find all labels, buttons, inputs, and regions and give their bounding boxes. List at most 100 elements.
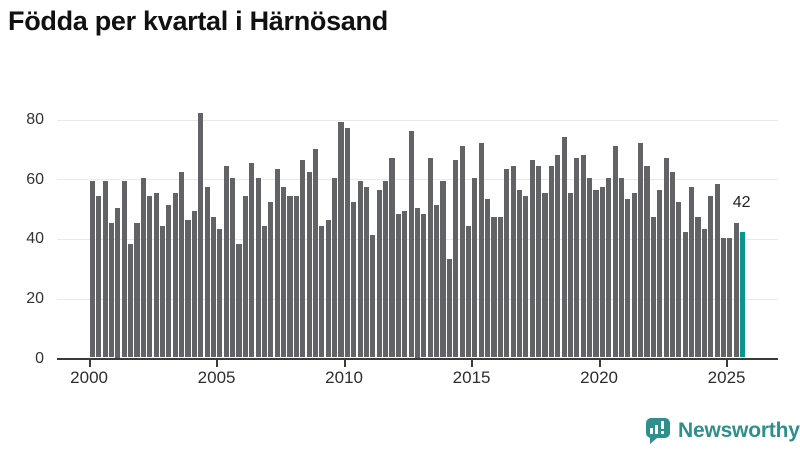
bar-2018-q2 [555, 154, 561, 358]
y-axis-label-80: 80 [26, 111, 44, 128]
bar-2023-q2 [682, 232, 688, 358]
bar-2018-q1 [548, 166, 554, 358]
bar-2005-q2 [223, 166, 229, 358]
y-axis-label-40: 40 [26, 230, 44, 248]
bar-2017-q3 [536, 166, 542, 358]
icon-bar-2 [655, 425, 658, 434]
bar-2007-q1 [268, 202, 274, 358]
x-tick-2000 [88, 359, 91, 367]
x-tick-2005 [216, 359, 219, 367]
x-axis-label-2010: 2010 [325, 367, 363, 387]
bar-2016-q2 [504, 169, 510, 358]
bar-2011-q2 [376, 190, 382, 358]
page-title: Födda per kvartal i Härnösand [8, 6, 388, 36]
bar-2009-q1 [319, 226, 325, 358]
bar-2019-q3 [587, 178, 593, 358]
bar-2015-q3 [485, 199, 491, 358]
icon-exclamation-stem [661, 421, 664, 429]
bar-2009-q3 [332, 178, 338, 358]
bar-2000-q4 [108, 223, 115, 358]
bar-2013-q1 [421, 214, 427, 358]
bar-2010-q1 [344, 127, 350, 358]
bar-2013-q4 [440, 181, 446, 358]
bar-2001-q3 [128, 244, 134, 358]
bar-2006-q2 [249, 163, 255, 358]
bar-2005-q1 [217, 229, 223, 358]
bar-2005-q3 [230, 178, 236, 358]
bar-2014-q3 [459, 145, 465, 358]
y-axis-label-60: 60 [26, 170, 44, 188]
bar-2002-q4 [159, 226, 166, 358]
bar-2015-q4 [491, 217, 497, 358]
newsworthy-wordmark: Newsworthy [678, 419, 800, 442]
bar-2010-q3 [357, 181, 363, 358]
bar-2021-q2 [631, 193, 637, 358]
bar-2017-q2 [529, 160, 535, 358]
bar-2011-q3 [383, 181, 389, 358]
bar-2008-q4 [312, 148, 319, 358]
bar-2007-q2 [274, 169, 280, 358]
bar-2022-q1 [650, 217, 656, 358]
last-value-label: 42 [732, 194, 751, 211]
bar-2020-q4 [618, 178, 625, 358]
bar-2020-q1 [599, 187, 605, 358]
bar-2000-q1 [89, 181, 95, 358]
bar-2019-q1 [574, 157, 580, 358]
bar-2018-q3 [561, 136, 567, 358]
bar-2002-q2 [147, 196, 153, 358]
bar-2022-q2 [657, 190, 663, 358]
bar-2004-q3 [204, 187, 210, 358]
bar-2009-q2 [325, 220, 331, 358]
y-axis-label-0: 0 [35, 349, 44, 367]
gridline-60 [57, 179, 778, 181]
x-axis-label-2025: 2025 [707, 367, 746, 387]
bar-2012-q1 [395, 214, 401, 358]
bar-2021-q3 [638, 142, 644, 358]
bar-2023-q3 [689, 187, 695, 358]
newsworthy-logo[interactable]: Newsworthy [645, 416, 800, 446]
bar-2002-q1 [140, 178, 146, 358]
x-tick-2025 [726, 359, 729, 367]
x-tick-2020 [598, 359, 601, 367]
bar-2022-q3 [663, 157, 669, 358]
bar-2003-q4 [185, 220, 191, 358]
bar-2012-q4 [414, 208, 421, 358]
bar-2003-q1 [166, 205, 172, 358]
x-tick-2010 [343, 359, 346, 367]
bar-2018-q4 [567, 193, 574, 358]
x-axis-label-2005: 2005 [197, 367, 236, 387]
bar-2025-q2 [733, 223, 739, 358]
bar-2006-q4 [261, 226, 268, 358]
bar-2001-q2 [121, 181, 127, 358]
bar-2004-q4 [210, 217, 217, 358]
bar-2008-q1 [293, 196, 299, 358]
bar-2014-q2 [453, 160, 459, 358]
bar-2002-q3 [153, 193, 159, 358]
bar-2020-q2 [606, 178, 612, 358]
bar-2008-q2 [300, 160, 306, 358]
x-axis-label-2000: 2000 [70, 367, 108, 387]
bar-2010-q4 [363, 187, 370, 358]
bar-2024-q4 [720, 238, 727, 358]
bar-2004-q2 [198, 112, 204, 358]
bar-2000-q3 [102, 181, 108, 358]
bar-2014-q1 [446, 258, 452, 358]
icon-exclamation-dot [661, 431, 664, 434]
bar-2001-q4 [134, 223, 140, 358]
bar-2025-q3-current [740, 232, 746, 358]
y-axis-label-20: 20 [26, 290, 44, 308]
speech-bubble-tail [650, 437, 657, 444]
bar-2013-q3 [434, 205, 440, 358]
bar-2017-q4 [542, 193, 548, 358]
bar-2016-q1 [497, 217, 503, 358]
bar-2011-q1 [370, 235, 376, 358]
bar-2021-q4 [644, 166, 650, 358]
bar-2010-q2 [351, 202, 357, 358]
bar-2020-q3 [612, 145, 618, 358]
gridline-80 [57, 119, 778, 121]
bar-2024-q2 [708, 196, 714, 358]
bar-2011-q4 [389, 157, 395, 358]
bar-2024-q1 [701, 229, 707, 358]
x-axis-label-2020: 2020 [580, 367, 618, 387]
